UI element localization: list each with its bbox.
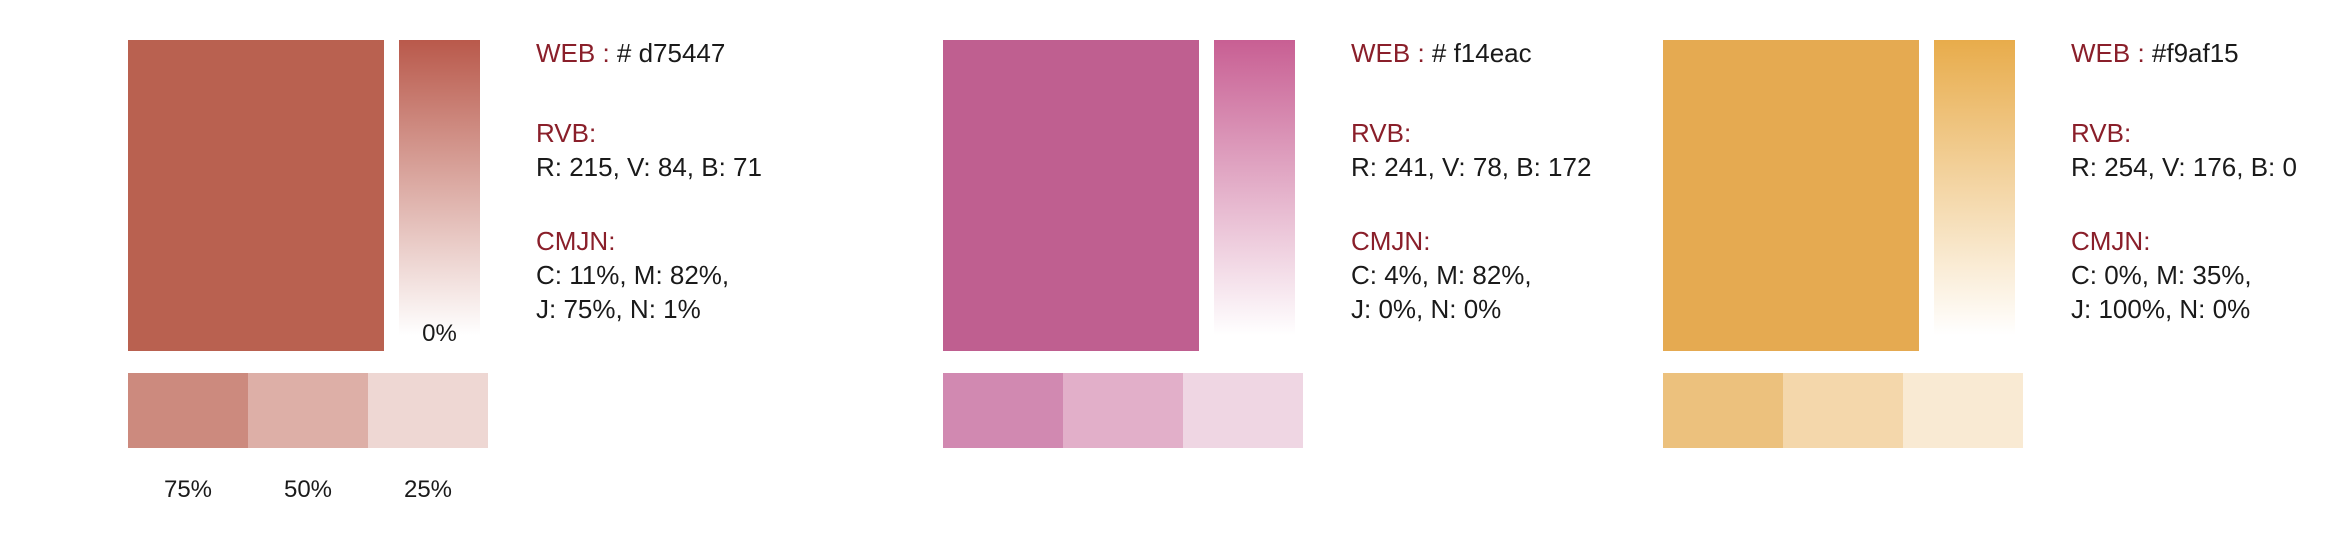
tint-strip [128, 373, 488, 448]
tint-strip [943, 373, 1303, 448]
gradient-swatch [1934, 40, 2015, 351]
rvb-label: RVB: [536, 118, 597, 148]
tint-25 [1903, 373, 2023, 448]
tint-50 [1063, 373, 1183, 448]
color-swatch-1: 0% 75% 50% 25% WEB : # d75447 RVB: R: 21… [128, 0, 828, 534]
web-code: WEB : # d75447 [536, 36, 725, 70]
tint-label-75: 75% [163, 476, 213, 503]
web-label: WEB : [2071, 38, 2145, 68]
tint-75 [128, 373, 248, 448]
tint-labels: 75% 50% 25% [128, 476, 488, 504]
rvb-value: R: 215, V: 84, B: 71 [536, 152, 762, 182]
color-swatch-3: WEB : #f9af15 RVB: R: 254, V: 176, B: 0 … [1663, 0, 2346, 534]
cmjn-value-line1: C: 4%, M: 82%, [1351, 260, 1532, 290]
gradient-swatch [1214, 40, 1295, 351]
main-color-swatch [128, 40, 384, 351]
cmjn-label: CMJN: [2071, 226, 2151, 256]
color-swatch-2: WEB : # f14eac RVB: R: 241, V: 78, B: 17… [943, 0, 1643, 534]
gradient-percent-label: 0% [422, 320, 457, 347]
tint-strip [1663, 373, 2023, 448]
tint-50 [248, 373, 368, 448]
rvb-label: RVB: [1351, 118, 1412, 148]
rvb-value: R: 241, V: 78, B: 172 [1351, 152, 1592, 182]
web-label: WEB : [536, 38, 610, 68]
web-value: # d75447 [609, 38, 726, 68]
cmjn-value-line1: C: 11%, M: 82%, [536, 260, 730, 290]
main-color-swatch [943, 40, 1199, 351]
web-value: # f14eac [1424, 38, 1532, 68]
tint-25 [368, 373, 488, 448]
tint-50 [1783, 373, 1903, 448]
tint-label-25: 25% [403, 476, 453, 503]
rvb-label: RVB: [2071, 118, 2132, 148]
tint-label-50: 50% [283, 476, 333, 503]
tint-75 [1663, 373, 1783, 448]
main-color-swatch [1663, 40, 1919, 351]
cmjn-value-line2: J: 0%, N: 0% [1351, 294, 1502, 324]
cmjn-value-line1: C: 0%, M: 35%, [2071, 260, 2252, 290]
cmjn-label: CMJN: [1351, 226, 1431, 256]
web-label: WEB : [1351, 38, 1425, 68]
cmjn-label: CMJN: [536, 226, 616, 256]
gradient-swatch [399, 40, 480, 351]
web-code: WEB : #f9af15 [2071, 36, 2239, 70]
tint-75 [943, 373, 1063, 448]
cmjn-value-line2: J: 100%, N: 0% [2071, 294, 2251, 324]
web-value: #f9af15 [2144, 38, 2239, 68]
cmjn-value-line2: J: 75%, N: 1% [536, 294, 701, 324]
tint-25 [1183, 373, 1303, 448]
web-code: WEB : # f14eac [1351, 36, 1532, 70]
rvb-value: R: 254, V: 176, B: 0 [2071, 152, 2297, 182]
